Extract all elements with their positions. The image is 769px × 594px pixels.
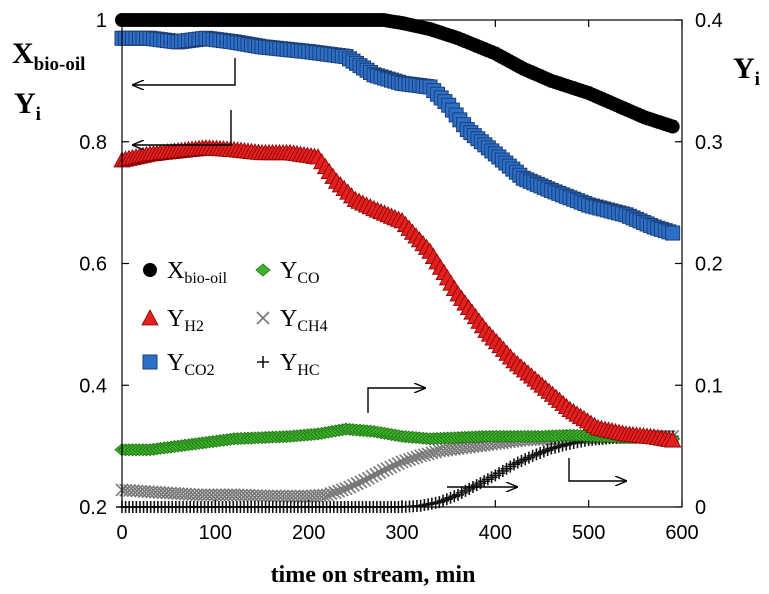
tick-layer: 0 100 200 300 400 500 600 0.2 0.4 0.6 0.8 1 0 0.1 0.2 0… (79, 10, 723, 544)
series-square (114, 30, 681, 241)
data-point (339, 482, 353, 496)
y-left-tick-label: 0.6 (79, 254, 107, 276)
data-point (369, 467, 383, 481)
data-point (376, 463, 390, 478)
legend-label: YHC (280, 350, 320, 379)
series-circle (115, 13, 680, 134)
data-point (425, 446, 439, 460)
legend-label: Xbio-oil (167, 258, 228, 287)
data-point (373, 465, 387, 479)
x-tick-label: 300 (385, 522, 418, 544)
annotation-layer (133, 58, 626, 487)
data-point (380, 462, 394, 476)
title-layer: Xbio-oil Yi Yi time on stream, min (12, 37, 760, 588)
x-tick-label: 100 (199, 522, 232, 544)
legend-item: YCH4 (256, 306, 328, 335)
data-point (365, 469, 379, 483)
y-right-tick-label: 0 (695, 497, 706, 519)
data-point (417, 448, 431, 462)
y-right-tick-label: 0.3 (695, 132, 723, 154)
legend-marker (255, 263, 271, 277)
x-tick-label: 600 (665, 522, 698, 544)
legend-marker (256, 311, 270, 325)
legend-item: Xbio-oil (143, 258, 228, 287)
data-point (358, 473, 372, 487)
y-left-tick-label: 0.8 (79, 132, 107, 154)
arrow-yco-right (367, 388, 425, 413)
y-left-title-y: Yi (14, 87, 41, 125)
x-axis-title: time on stream, min (271, 562, 476, 588)
data-point (395, 455, 409, 469)
data-point (399, 454, 413, 468)
legend-label: YCH4 (280, 306, 328, 335)
legend-label: YCO2 (167, 350, 215, 379)
legend-marker (142, 354, 158, 370)
data-point (402, 452, 417, 467)
y-right-tick-label: 0.4 (695, 10, 723, 32)
data-point (361, 471, 375, 485)
legend-label: YH2 (167, 306, 204, 335)
legend-marker (143, 263, 157, 277)
data-point (387, 458, 402, 472)
y-right-tick-label: 0.1 (695, 375, 723, 397)
y-left-title-x: Xbio-oil (12, 37, 85, 75)
data-point (665, 119, 680, 134)
legend-item: YHC (257, 350, 320, 379)
data-point (414, 449, 428, 463)
data-point (346, 478, 361, 492)
legend-item: YH2 (141, 306, 204, 335)
data-point (335, 483, 349, 497)
y-left-tick-label: 0.2 (79, 497, 107, 519)
legend-marker (141, 309, 159, 326)
data-layer (113, 13, 682, 513)
data-point (421, 447, 435, 461)
x-tick-label: 400 (479, 522, 512, 544)
data-point (664, 431, 682, 448)
data-point (324, 487, 338, 501)
data-point (320, 488, 334, 502)
y-left-tick-label: 0.4 (79, 375, 107, 397)
arrow-xbio-left (133, 58, 236, 85)
data-point (328, 485, 342, 499)
legend-item: YCO2 (142, 350, 215, 379)
legend-label: YCO (280, 258, 320, 287)
legend-marker (257, 356, 269, 368)
data-point (410, 450, 424, 464)
legend: Xbio-oil YH2 YCO2 YCO YCH4 YHC (141, 258, 328, 379)
x-tick-label: 500 (572, 522, 605, 544)
arrow-yhc-right (568, 458, 626, 481)
legend-item: YCO (255, 258, 320, 287)
data-point (384, 460, 398, 474)
x-tick-label: 200 (292, 522, 325, 544)
arrow-yi-left (133, 110, 232, 145)
data-point (391, 457, 405, 471)
y-right-title: Yi (733, 52, 760, 90)
y-right-tick-label: 0.2 (695, 254, 723, 276)
x-tick-label: 0 (116, 522, 127, 544)
series-triangle (113, 138, 682, 448)
data-point (331, 484, 346, 498)
data-point (354, 475, 368, 489)
data-point (665, 225, 681, 241)
data-point (343, 480, 357, 494)
y-left-tick-label: 1 (96, 10, 107, 32)
data-point (350, 477, 364, 491)
data-point (406, 451, 420, 465)
